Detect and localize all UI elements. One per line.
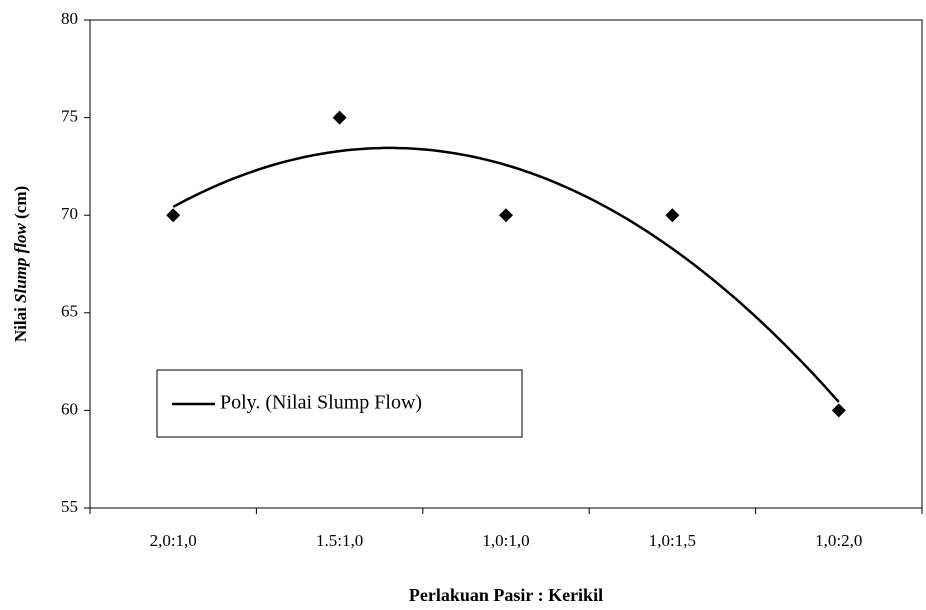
- legend-box: [156, 369, 523, 438]
- y-tick-label: 70: [61, 204, 78, 223]
- y-axis-title-part: Nilai: [11, 307, 30, 342]
- y-axis-title-part: (cm): [11, 186, 30, 219]
- y-tick-label: 55: [61, 497, 78, 516]
- legend-label: Poly. (Nilai Slump Flow): [220, 392, 422, 414]
- y-tick-label: 60: [61, 399, 78, 418]
- plot-frame: [90, 19, 923, 508]
- y-tick-label: 75: [61, 107, 78, 126]
- y-axis-title-part: Slump flow: [11, 222, 30, 302]
- x-tick-label: 1,0:1,5: [649, 531, 696, 550]
- x-tick-label: 1,0:1,0: [482, 531, 529, 550]
- y-tick-label: 80: [61, 9, 78, 28]
- point: [166, 208, 181, 223]
- point: [499, 208, 513, 223]
- x-tick-label: 2,0:1,0: [150, 531, 197, 550]
- point: [332, 110, 347, 125]
- y-axis-title: Nilai Slump flow (cm): [11, 186, 30, 342]
- x-tick-label: 1,0:2,0: [815, 531, 862, 550]
- y-tick-label: 65: [61, 302, 78, 321]
- trendline: [172, 146, 840, 403]
- point: [665, 208, 680, 223]
- x-axis-title: Perlakuan Pasir : Kerikil: [409, 585, 603, 605]
- point: [831, 403, 846, 418]
- x-tick-label: 1.5:1,0: [316, 531, 363, 550]
